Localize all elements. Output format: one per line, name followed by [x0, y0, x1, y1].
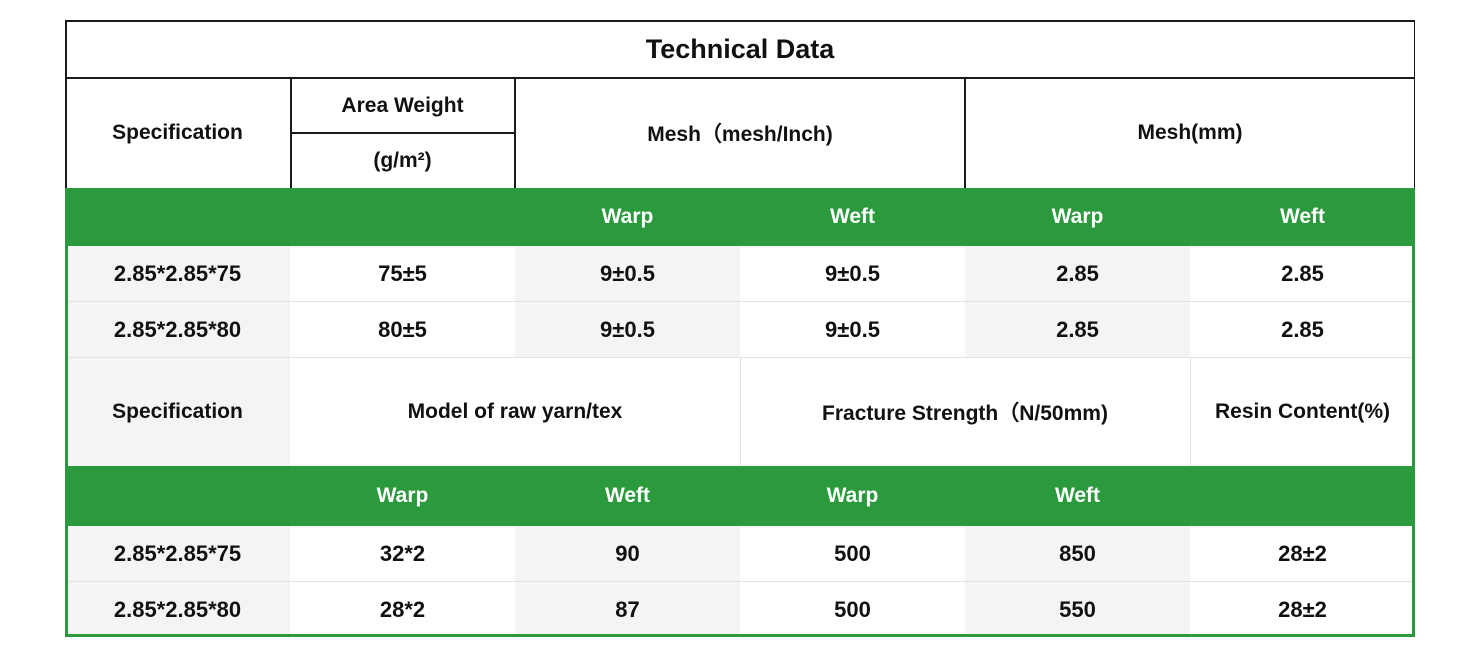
header-mesh-mm: Mesh(mm) — [965, 78, 1415, 188]
col-divider — [740, 358, 741, 466]
border-top — [65, 20, 1415, 22]
table-cell: 9±0.5 — [515, 246, 740, 302]
header-specification-2: Specification — [65, 358, 290, 466]
subheader-cell — [290, 188, 515, 246]
subheader-warp: Warp — [515, 188, 740, 246]
row-divider — [65, 581, 1415, 582]
table-cell: 2.85*2.85*75 — [65, 526, 290, 582]
header-resin-content: Resin Content(%) — [1190, 358, 1415, 466]
border-left-top — [65, 20, 67, 188]
table-cell: 75±5 — [290, 246, 515, 302]
border-left-green — [65, 188, 68, 637]
technical-data-table: Technical Data Specification Area Weight… — [65, 20, 1415, 637]
subheader-weft: Weft — [965, 466, 1190, 526]
subheader-weft: Weft — [515, 466, 740, 526]
border-right-top — [1413, 20, 1415, 188]
table-cell: 90 — [515, 526, 740, 582]
row-divider — [65, 301, 1415, 302]
table-cell: 28*2 — [290, 582, 515, 637]
table-cell: 2.85 — [965, 246, 1190, 302]
border-bottom-green — [65, 634, 1415, 637]
subheader-weft: Weft — [740, 188, 965, 246]
table-cell: 9±0.5 — [515, 302, 740, 358]
col-divider — [1190, 358, 1191, 466]
table-cell: 500 — [740, 526, 965, 582]
subheader-warp: Warp — [290, 466, 515, 526]
area-weight-divider — [290, 132, 515, 134]
table-cell: 9±0.5 — [740, 302, 965, 358]
subheader-weft: Weft — [1190, 188, 1415, 246]
header-mesh-inch: Mesh（mesh/Inch) — [515, 78, 965, 188]
title-divider — [65, 77, 1415, 79]
subheader-cell — [65, 188, 290, 246]
subheader-cell — [1190, 466, 1415, 526]
table-cell: 32*2 — [290, 526, 515, 582]
header-area-weight-unit: (g/m²) — [290, 133, 515, 188]
table-cell: 2.85 — [1190, 246, 1415, 302]
subheader-warp: Warp — [740, 466, 965, 526]
table-cell: 2.85 — [1190, 302, 1415, 358]
table-cell: 550 — [965, 582, 1190, 637]
table-cell: 28±2 — [1190, 582, 1415, 637]
table-cell: 2.85*2.85*80 — [65, 582, 290, 637]
table-cell: 9±0.5 — [740, 246, 965, 302]
table-cell: 87 — [515, 582, 740, 637]
header-area-weight: Area Weight — [290, 78, 515, 133]
table-cell: 2.85 — [965, 302, 1190, 358]
table-cell: 2.85*2.85*75 — [65, 246, 290, 302]
table-cell: 500 — [740, 582, 965, 637]
header-fracture-strength: Fracture Strength（N/50mm) — [740, 358, 1190, 466]
header-specification: Specification — [65, 78, 290, 188]
table-cell: 28±2 — [1190, 526, 1415, 582]
table-cell: 80±5 — [290, 302, 515, 358]
table-cell: 850 — [965, 526, 1190, 582]
subheader-cell — [65, 466, 290, 526]
header-raw-yarn: Model of raw yarn/tex — [290, 358, 740, 466]
subheader-warp: Warp — [965, 188, 1190, 246]
table-title: Technical Data — [65, 20, 1415, 78]
table-cell: 2.85*2.85*80 — [65, 302, 290, 358]
row-divider — [65, 357, 1415, 358]
col-divider — [964, 77, 966, 188]
border-right-green — [1412, 188, 1415, 637]
